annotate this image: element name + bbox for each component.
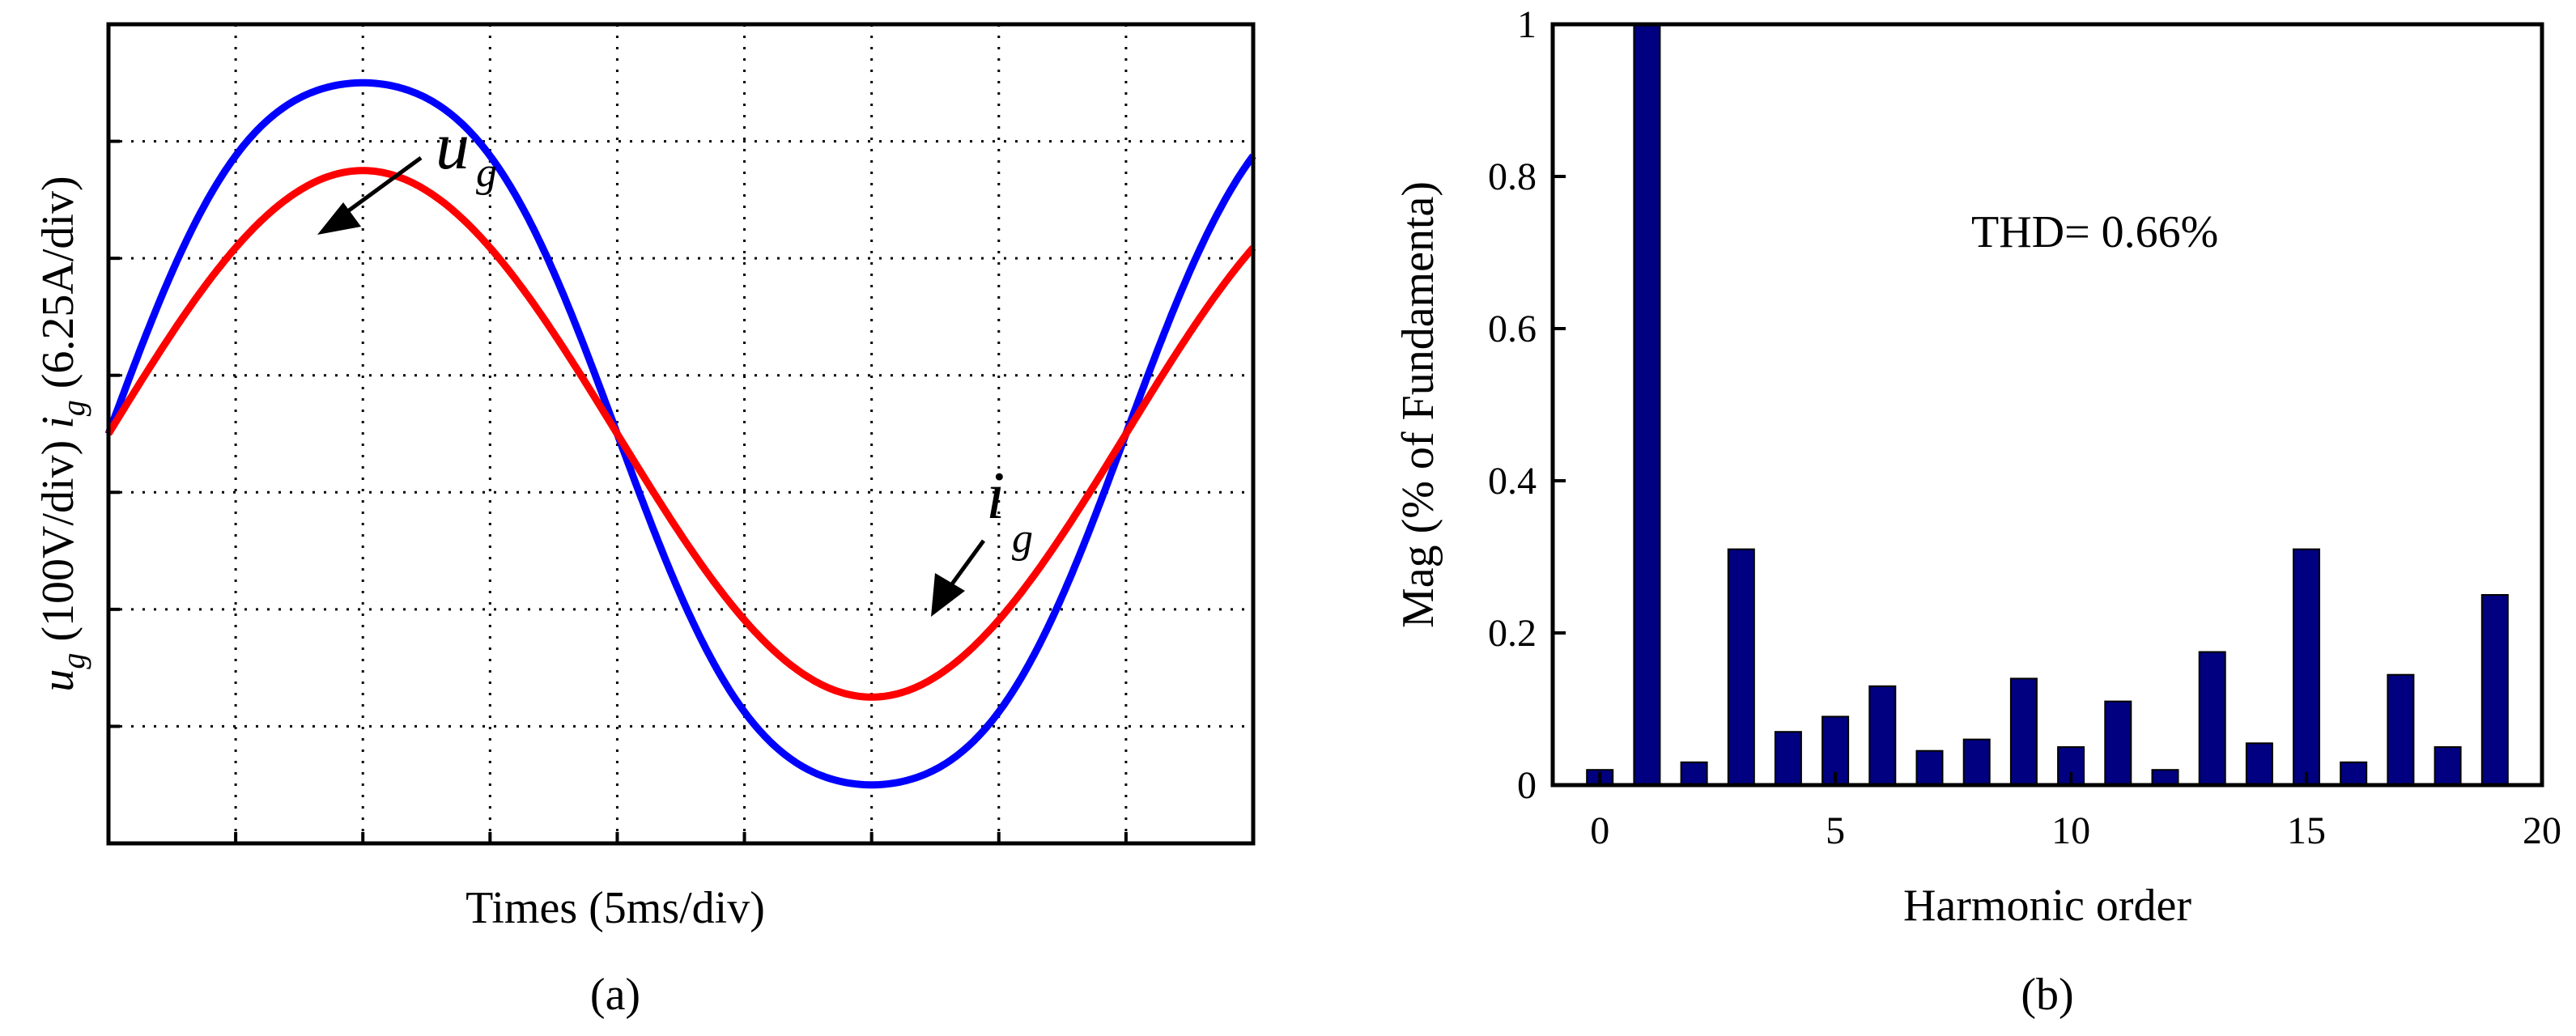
ylabel-i-subscript: g	[55, 400, 91, 416]
y-tick-label: 1	[1517, 3, 1537, 46]
harmonic-bar-17	[2387, 673, 2415, 787]
current-waveform-ig	[105, 167, 1256, 701]
y-tick-label: 0	[1517, 764, 1537, 807]
annotation-ug-arrow-line	[338, 155, 423, 219]
x-tick-label: 15	[2287, 809, 2326, 852]
caption-a: (a)	[590, 970, 640, 1020]
harmonic-bar-1	[1633, 23, 1661, 786]
spectrum-bars	[1586, 23, 2509, 787]
harmonic-bar-3	[1727, 548, 1755, 786]
y-tick-label: 0.4	[1488, 460, 1537, 503]
waveform-y-axis-label: ug (100V/div) ig (6.25A/div)	[33, 176, 91, 691]
svg-text:ug (100V/div) ig (6.25A/div): ug (100V/div) ig (6.25A/div)	[33, 176, 91, 691]
annotation-ig: i g	[931, 458, 1033, 617]
annotation-ig-subscript: g	[1012, 516, 1033, 562]
ylabel-voltage-scale: (100V/div)	[33, 440, 83, 642]
voltage-waveform-ug	[104, 79, 1256, 789]
spectrum-y-axis-label: Mag (% of Fundamenta)	[1393, 181, 1443, 628]
annotation-ug-subscript: g	[476, 150, 497, 196]
spectrum-plot-frame	[1550, 22, 2544, 788]
harmonic-bar-18	[2434, 746, 2462, 786]
harmonic-bar-6	[1868, 685, 1897, 786]
y-tick-label: 0.8	[1488, 155, 1537, 198]
thd-annotation: THD= 0.66%	[1971, 207, 2218, 257]
harmonic-bar-11	[2104, 700, 2132, 786]
waveform-panel: u g i g ug (100V/div) ig (6.25A/div) Tim…	[33, 22, 1256, 1020]
x-tick-label: 10	[2051, 809, 2090, 852]
ylabel-u-symbol: u	[33, 669, 83, 692]
waveform-grid	[108, 24, 1253, 843]
harmonic-bar-4	[1774, 731, 1802, 787]
annotation-ig-symbol: i	[986, 458, 1005, 533]
harmonic-bar-16	[2340, 761, 2368, 786]
harmonic-bar-13	[2198, 651, 2226, 786]
waveform-x-axis-label: Times (5ms/div)	[465, 883, 765, 933]
annotation-ug-symbol: u	[436, 108, 470, 184]
harmonic-bar-19	[2480, 594, 2509, 786]
harmonic-bar-12	[2151, 769, 2179, 787]
y-tick-label: 0.2	[1488, 612, 1537, 655]
x-tick-label: 5	[1826, 809, 1845, 852]
spectrum-x-axis-label: Harmonic order	[1903, 881, 2191, 931]
ylabel-i-symbol: i	[33, 416, 83, 429]
ylabel-u-subscript: g	[55, 653, 91, 669]
y-tick-label: 0.6	[1488, 308, 1537, 350]
harmonic-bar-15	[2293, 548, 2320, 786]
harmonic-bar-2	[1680, 761, 1708, 786]
harmonic-bar-9	[2009, 677, 2038, 787]
spectrum-panel: 0 5 10 15 20 0 0.2 0.4 0.6 0.8 1 THD= 0.66% Mag (%…	[1393, 3, 2561, 1020]
waveform-plot-frame	[106, 22, 1256, 846]
harmonic-bar-7	[1915, 749, 1944, 787]
caption-b: (b)	[2021, 970, 2073, 1020]
x-tick-label: 20	[2523, 809, 2561, 852]
x-tick-label: 0	[1590, 809, 1609, 852]
ylabel-current-scale: (6.25A/div)	[33, 176, 83, 388]
annotation-ig-arrowhead	[931, 573, 965, 617]
annotation-ig-arrow-line	[946, 539, 986, 590]
harmonic-bar-8	[1962, 738, 1991, 786]
annotation-ug: u g	[317, 108, 497, 235]
harmonic-bar-14	[2245, 742, 2273, 786]
annotation-ug-arrowhead	[317, 202, 361, 235]
spectrum-ticks: 0 5 10 15 20 0 0.2 0.4 0.6 0.8 1	[1488, 3, 2561, 852]
